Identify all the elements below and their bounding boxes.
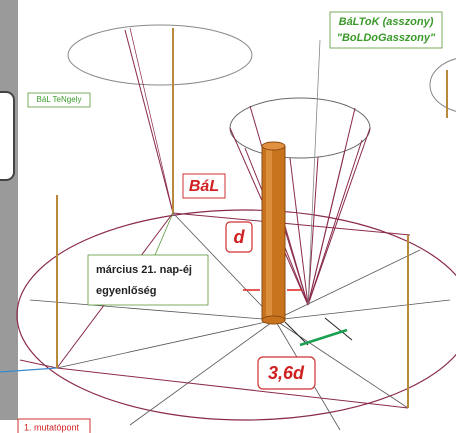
right-ellipse (429, 58, 456, 112)
chords (19, 212, 411, 409)
label: "BoLDoGasszony" (337, 32, 436, 44)
label: egyenlőség (96, 285, 157, 297)
blue-line (0, 367, 58, 373)
top-ellipse (67, 24, 253, 86)
cylinder-top (261, 141, 286, 151)
ground-ellipse (16, 209, 456, 421)
label-box (257, 356, 316, 390)
label: BáL TeNgely (37, 95, 82, 104)
dim-arrow (299, 328, 348, 347)
dim-tick (284, 321, 309, 346)
cone-edge (129, 27, 174, 214)
label-box (182, 173, 226, 199)
label: 1. mutatópont (24, 422, 80, 432)
label: d (234, 227, 246, 247)
side-box (0, 91, 15, 181)
cylinder (261, 145, 286, 321)
label: BáLToK (asszony) (339, 16, 434, 28)
dim-tick (324, 317, 353, 341)
label: március 21. nap-éj (96, 264, 192, 276)
label-box (17, 418, 91, 433)
label-box (87, 254, 209, 306)
cone-edge (124, 29, 174, 214)
label-box (225, 221, 253, 253)
cylinder-bottom (261, 315, 286, 325)
leader (154, 212, 174, 256)
label: 3,6d (268, 363, 305, 383)
cylinder-shine (266, 146, 272, 320)
side-strip (0, 0, 18, 420)
poles (56, 28, 448, 408)
label-box (27, 92, 91, 108)
label: BáL (189, 178, 219, 195)
label-box (329, 11, 443, 49)
leader (307, 39, 321, 306)
